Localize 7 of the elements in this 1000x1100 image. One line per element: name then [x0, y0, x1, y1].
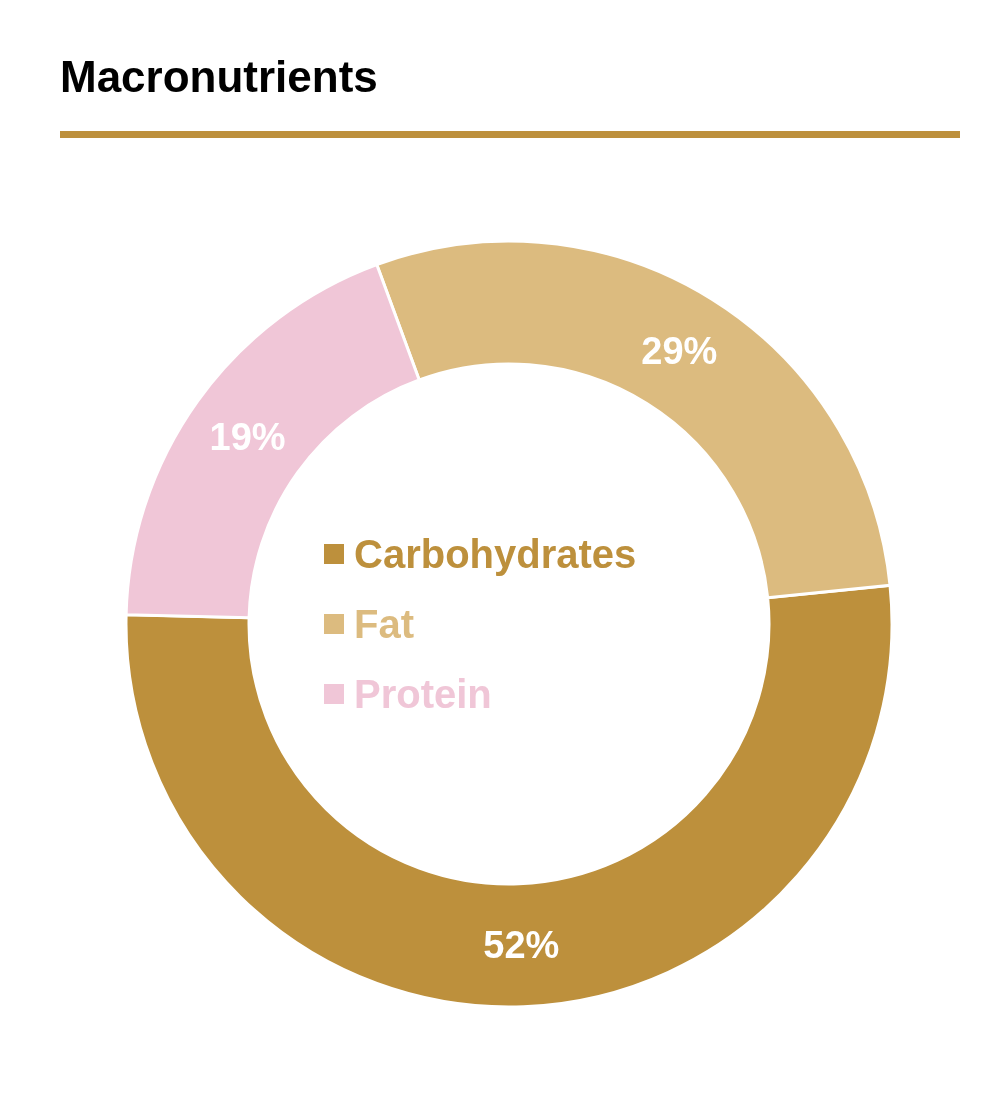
data-label: 19% [209, 415, 286, 458]
legend-label: Fat [354, 602, 414, 646]
data-label: 29% [641, 330, 718, 373]
chart-title: Macronutrients [60, 52, 378, 101]
legend-label: Carbohydrates [354, 532, 637, 576]
legend-label: Protein [354, 672, 492, 716]
data-label: 52% [483, 924, 560, 967]
